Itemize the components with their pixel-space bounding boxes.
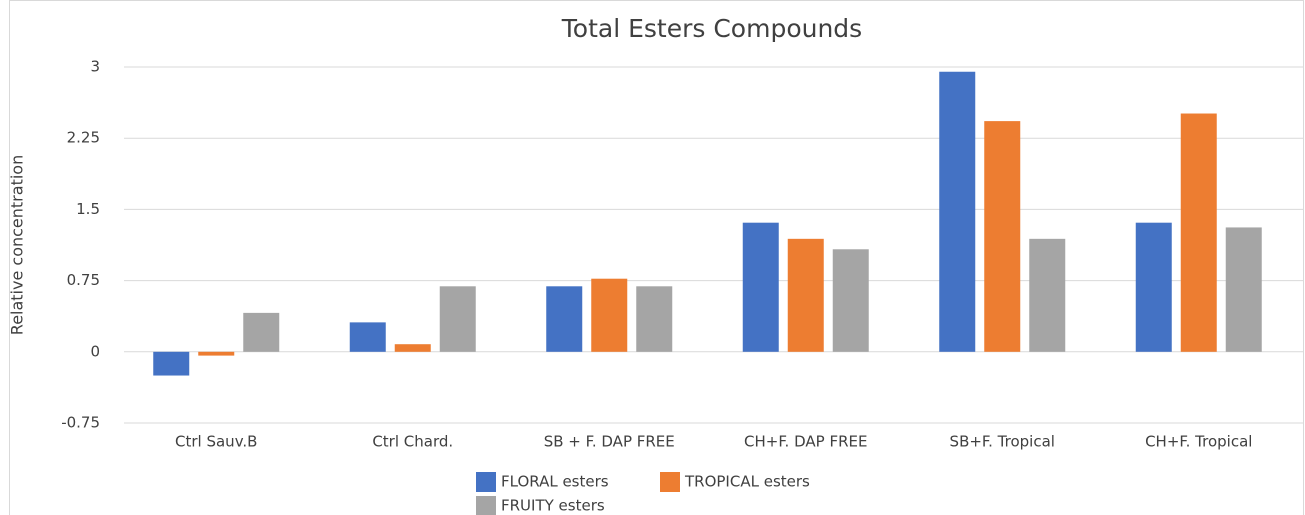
x-tick-label: Ctrl Chard. bbox=[372, 433, 453, 451]
legend-swatch bbox=[476, 496, 496, 515]
bar bbox=[1029, 238, 1066, 352]
chart-frame bbox=[9, 0, 1304, 515]
bar bbox=[198, 351, 235, 356]
y-tick-label: 2.25 bbox=[67, 129, 100, 147]
bar bbox=[153, 351, 190, 376]
y-tick-label: 1.5 bbox=[76, 200, 100, 218]
bar bbox=[984, 121, 1021, 352]
bar bbox=[243, 312, 280, 352]
y-tick-label: 0 bbox=[90, 342, 100, 360]
bar bbox=[1225, 227, 1262, 352]
legend-label: TROPICAL esters bbox=[684, 473, 810, 491]
bar bbox=[439, 286, 476, 352]
bar bbox=[742, 222, 779, 352]
y-tick-label: 0.75 bbox=[67, 271, 100, 289]
legend-swatch bbox=[476, 472, 496, 492]
bar bbox=[636, 286, 673, 352]
bar bbox=[787, 238, 824, 352]
y-tick-label: -0.75 bbox=[61, 414, 100, 432]
bar bbox=[394, 344, 431, 352]
chart-title: Total Esters Compounds bbox=[561, 14, 862, 43]
x-tick-label: CH+F. Tropical bbox=[1145, 433, 1252, 451]
y-tick-label: 3 bbox=[90, 58, 100, 76]
x-tick-label: SB + F. DAP FREE bbox=[544, 433, 675, 451]
bar bbox=[1180, 113, 1217, 352]
bar bbox=[349, 322, 386, 352]
x-tick-label: SB+F. Tropical bbox=[950, 433, 1055, 451]
legend-label: FRUITY esters bbox=[501, 497, 605, 515]
bar bbox=[939, 71, 976, 352]
x-tick-label: Ctrl Sauv.B bbox=[175, 433, 257, 451]
bar bbox=[591, 278, 628, 352]
x-tick-label: CH+F. DAP FREE bbox=[744, 433, 867, 451]
legend-swatch bbox=[660, 472, 680, 492]
bar bbox=[1135, 222, 1172, 352]
bar bbox=[832, 249, 869, 352]
legend-label: FLORAL esters bbox=[501, 473, 609, 491]
y-axis-label: Relative concentration bbox=[8, 155, 27, 335]
bar bbox=[546, 286, 583, 352]
